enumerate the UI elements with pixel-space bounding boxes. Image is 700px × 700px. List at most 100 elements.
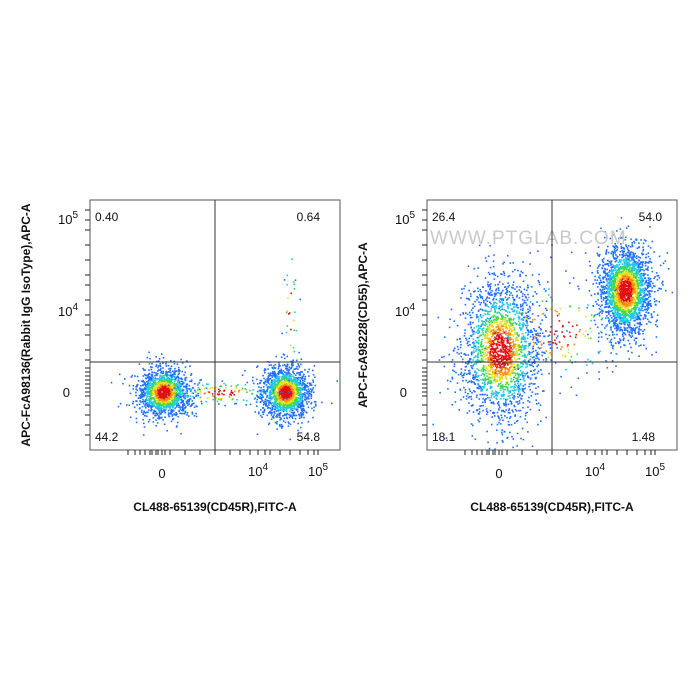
population-positive-point	[293, 378, 296, 381]
bridge-point	[233, 394, 235, 396]
population-negative-point	[153, 411, 155, 413]
population-negative-point	[519, 308, 522, 311]
bridge-point	[195, 405, 197, 407]
population-positive-point	[280, 408, 282, 411]
population-negative-point	[143, 381, 145, 383]
population-negative-point	[535, 376, 537, 379]
bridge-point	[200, 400, 203, 403]
population-negative-point	[174, 389, 176, 392]
population-positive-point	[307, 386, 309, 388]
population-positive-point	[277, 375, 279, 377]
population-negative-point	[495, 316, 497, 318]
bridge-point	[259, 397, 262, 400]
population-negative-point	[477, 346, 480, 348]
population-negative-point	[491, 363, 493, 365]
population-positive-point	[268, 422, 271, 425]
population-negative-point	[477, 316, 480, 318]
population-negative-point	[490, 354, 493, 356]
population-negative-point	[156, 390, 158, 393]
population-negative-point	[170, 405, 173, 407]
bridge-point	[261, 390, 263, 393]
population-negative-point	[504, 366, 506, 369]
population-negative-point	[167, 398, 169, 400]
population-negative-point	[548, 334, 551, 337]
population-negative-point	[484, 355, 486, 357]
outlier-point	[292, 346, 295, 349]
population-negative-point	[177, 369, 180, 371]
population-positive-point	[301, 371, 303, 373]
population-positive-point	[267, 388, 269, 390]
population-positive-point	[284, 396, 286, 398]
population-positive-point	[306, 397, 309, 399]
population-negative-point	[186, 402, 189, 404]
population-positive-point	[295, 397, 298, 399]
population-negative-point	[468, 289, 470, 292]
population-positive-point	[282, 370, 285, 372]
population-positive-point	[263, 409, 266, 411]
population-negative-point	[155, 383, 157, 386]
population-negative-point	[537, 423, 539, 426]
population-negative-point	[150, 374, 153, 376]
bridge-point	[215, 397, 217, 399]
population-negative-point	[485, 398, 487, 400]
population-negative-point	[521, 427, 524, 430]
bridge-point	[180, 396, 182, 398]
population-negative-point	[172, 401, 174, 403]
population-negative-point	[506, 357, 509, 360]
population-negative-point	[506, 306, 509, 308]
population-negative-point	[510, 353, 513, 355]
population-positive-point	[276, 403, 278, 406]
population-negative-point	[521, 372, 523, 374]
population-negative-point	[490, 381, 493, 383]
population-positive-point	[273, 380, 276, 382]
population-negative-point	[171, 382, 173, 384]
bridge-point	[244, 388, 246, 390]
population-negative-point	[499, 423, 502, 425]
population-positive-point	[283, 375, 285, 377]
population-negative-point	[154, 374, 156, 377]
population-positive-point	[272, 372, 274, 375]
population-negative-point	[535, 387, 537, 390]
bridge-point	[179, 396, 181, 398]
population-positive-point	[301, 401, 303, 403]
population-negative-point	[501, 375, 503, 378]
population-negative-point	[489, 288, 491, 291]
population-positive-point	[274, 367, 277, 369]
population-negative-point	[159, 411, 161, 414]
population-negative-point	[542, 359, 545, 361]
population-negative-point	[504, 362, 507, 364]
population-negative-point	[509, 400, 511, 402]
population-negative-point	[165, 408, 167, 411]
population-positive-point	[278, 369, 281, 372]
population-negative-point	[488, 373, 491, 376]
population-negative-point	[524, 414, 527, 417]
population-negative-point	[492, 326, 494, 328]
population-positive-point	[304, 392, 306, 394]
population-positive-point	[294, 414, 296, 417]
population-negative-point	[159, 384, 162, 386]
population-negative-point	[502, 374, 505, 377]
population-positive-point	[300, 402, 303, 404]
population-positive-point	[293, 406, 296, 409]
population-negative-point	[460, 371, 463, 374]
population-positive-point	[276, 378, 279, 380]
population-positive-point	[275, 422, 278, 425]
population-negative-point	[493, 278, 496, 280]
population-positive-point	[292, 389, 295, 391]
population-negative-point	[156, 402, 159, 405]
population-positive-point	[276, 403, 279, 405]
population-negative-point	[493, 233, 495, 236]
population-positive-point	[296, 365, 298, 368]
population-negative-point	[514, 383, 516, 386]
population-negative-point	[153, 371, 155, 374]
population-negative-point	[148, 404, 150, 406]
population-negative-point	[470, 395, 472, 398]
population-negative-point	[500, 359, 503, 362]
population-negative-point	[166, 401, 169, 403]
population-negative-point	[140, 390, 142, 392]
population-positive-point	[272, 384, 274, 386]
population-positive-point	[278, 402, 281, 404]
population-negative-point	[488, 284, 491, 286]
population-negative-point	[195, 395, 197, 398]
